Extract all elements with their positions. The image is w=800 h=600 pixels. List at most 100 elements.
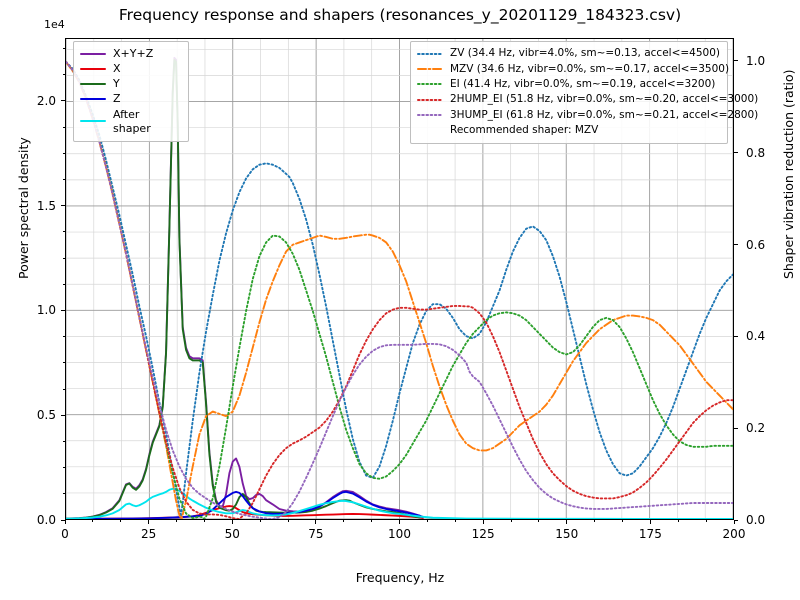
legend-label: 3HUMP_EI (61.8 Hz, vibr=0.0%, sm~=0.21, … (450, 108, 759, 121)
x-axis-label: Frequency, Hz (355, 570, 445, 585)
series-7 (66, 60, 733, 519)
x-tick-label: 200 (722, 527, 746, 541)
y-tick-major-right (734, 152, 738, 154)
y-axis-label-right: Shaper vibration reduction (ratio) (781, 69, 796, 279)
y-tick-minor-left (62, 388, 65, 390)
y-tick-major-left (61, 309, 65, 311)
y-tick-label-left: 1.0 (36, 303, 56, 318)
x-tick-major (566, 520, 568, 524)
x-tick-label: 75 (308, 527, 324, 541)
x-tick-label: 175 (638, 527, 662, 541)
y-tick-label-right: 0.0 (746, 513, 766, 527)
legend-label: ZV (34.4 Hz, vibr=4.0%, sm~=0.13, accel<… (450, 47, 720, 60)
x-tick-major (482, 520, 484, 524)
legend-line-sample (417, 78, 443, 90)
x-tick-minor (622, 520, 623, 523)
legend-line-sample (80, 115, 106, 127)
x-tick-major (64, 520, 66, 524)
x-tick-major (315, 520, 317, 524)
legend-line-sample (417, 48, 443, 60)
legend-label: After (113, 107, 140, 121)
legend-item-shaper[interactable]: 2HUMP_EI (51.8 Hz, vibr=0.0%, sm~=0.20, … (417, 92, 758, 107)
legend-item-shaper[interactable]: EI (41.4 Hz, vibr=0.0%, sm~=0.19, accel<… (417, 77, 721, 92)
x-tick-minor (538, 520, 540, 523)
legend-item-shaper[interactable]: 3HUMP_EI (61.8 Hz, vibr=0.0%, sm~=0.21, … (417, 108, 758, 123)
legend-label-stack: After shaper (113, 109, 151, 134)
legend-label: X (113, 62, 121, 75)
legend-item-psd[interactable]: After shaper (80, 106, 182, 136)
legend-label: Z (113, 92, 121, 105)
y-tick-minor-left (62, 152, 65, 154)
legend-psd: X+Y+Z X Y Z After shaper (73, 41, 189, 142)
legend-line-sample (417, 94, 443, 106)
y-tick-minor-left (62, 231, 65, 233)
y-tick-minor-left (62, 74, 65, 76)
y-tick-minor-left (62, 47, 65, 49)
series-8 (66, 60, 733, 519)
y-tick-minor-left (62, 493, 65, 495)
legend-label: MZV (34.6 Hz, vibr=0.0%, sm~=0.17, accel… (450, 62, 730, 75)
chart-title: Frequency response and shapers (resonanc… (118, 6, 682, 24)
x-tick-label: 100 (388, 527, 411, 541)
legend-line-sample (80, 63, 106, 75)
y-tick-minor-left (62, 467, 65, 469)
y-tick-major-left (61, 414, 65, 416)
legend-label: shaper (113, 121, 151, 135)
y-tick-label-right: 0.2 (746, 421, 766, 436)
data-curves (66, 56, 733, 519)
y-tick-label-right: 1.0 (746, 53, 766, 68)
legend-line-sample (80, 48, 106, 60)
y-tick-minor-left (62, 362, 65, 364)
y-tick-minor-left (62, 336, 65, 338)
series-4 (66, 487, 733, 519)
x-tick-major (649, 520, 651, 524)
x-tick-minor (454, 520, 456, 523)
y-axis-label-left: Power spectral density (16, 137, 31, 279)
y-tick-major-right (734, 427, 738, 429)
x-tick-major (399, 520, 400, 524)
legend-item-psd[interactable]: X (80, 61, 182, 76)
legend-label: Y (113, 77, 120, 90)
x-tick-minor (594, 520, 596, 523)
y-tick-minor-left (62, 126, 65, 128)
series-9 (66, 60, 733, 519)
y-tick-major-right (734, 244, 738, 246)
y-tick-label-left: 0.5 (36, 408, 56, 423)
x-tick-minor (510, 520, 512, 523)
legend-label: EI (41.4 Hz, vibr=0.0%, sm~=0.19, accel<… (450, 77, 716, 90)
legend-item-psd[interactable]: Z (80, 91, 182, 106)
legend-item-shaper[interactable]: ZV (34.4 Hz, vibr=4.0%, sm~=0.13, accel<… (417, 46, 721, 61)
x-tick-minor (426, 520, 428, 523)
x-tick-label: 50 (224, 527, 240, 541)
x-tick-minor (120, 520, 122, 523)
legend-line-sample (417, 109, 443, 121)
y-tick-label-right: 0.6 (746, 237, 766, 252)
y-tick-label-right: 0.8 (746, 145, 766, 160)
x-tick-minor (259, 520, 261, 523)
series-3 (66, 490, 424, 519)
y-tick-label-left: 1.5 (36, 198, 56, 213)
y-tick-label-left: 2.0 (36, 93, 56, 108)
x-tick-major (148, 520, 150, 524)
x-tick-label: 150 (555, 527, 579, 541)
legend-line-sample (417, 63, 443, 75)
legend-item-shaper[interactable]: MZV (34.6 Hz, vibr=0.0%, sm~=0.17, accel… (417, 61, 729, 76)
y-tick-major-left (61, 205, 65, 207)
x-tick-minor (287, 520, 289, 523)
y-tick-major-left (61, 519, 65, 521)
y-tick-major-right (734, 335, 738, 337)
x-tick-minor (371, 520, 373, 523)
legend-shapers: ZV (34.4 Hz, vibr=4.0%, sm~=0.13, accel<… (410, 41, 758, 144)
x-tick-major (231, 520, 233, 524)
legend-line-sample (80, 93, 106, 105)
legend-line-sample (80, 78, 106, 90)
x-tick-label: 25 (140, 527, 157, 541)
x-tick-minor (677, 520, 679, 523)
y-tick-minor-left (62, 257, 65, 259)
x-tick-label: 125 (471, 527, 495, 541)
legend-item-psd[interactable]: Y (80, 76, 182, 91)
y-tick-minor-left (62, 440, 65, 442)
legend-item-psd[interactable]: X+Y+Z (80, 46, 182, 61)
x-tick-minor (176, 520, 177, 523)
